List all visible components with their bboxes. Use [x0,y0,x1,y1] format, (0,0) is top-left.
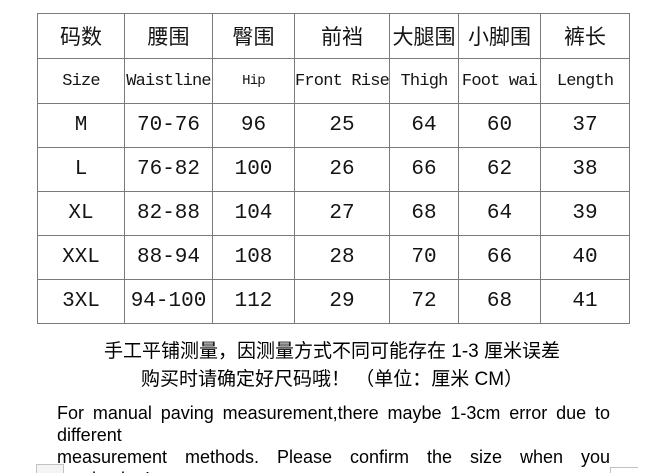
table-cell: 76-82 [124,147,213,192]
table-cell: 26 [293,147,391,192]
table-cell: 68 [389,191,460,236]
note-english: For manual paving measurement,there mayb… [57,402,610,473]
table-cell: L [37,147,125,192]
table-cell: 112 [212,279,295,324]
next-table-fragment-left [36,464,64,473]
table-cell: 大腿围 [389,13,460,59]
size-row-3XL: 3XL 94-100 112 29 72 68 41 [37,279,631,324]
table-cell: 裤长 [540,13,631,59]
table-cell: 94-100 [124,279,213,324]
table-cell: Length [540,58,631,104]
table-cell: 64 [389,103,460,148]
table-cell: 3XL [37,279,125,324]
size-chart-body: 码数 腰围 臀围 前裆 大腿围 小脚围 裤长 Size Waistline Hip Front Ri… [37,13,631,324]
table-cell: 38 [540,147,631,192]
size-row-XL: XL 82-88 104 27 68 64 39 [37,191,631,236]
header-row-english: Size Waistline Hip Front Rise Thigh Foot wai L… [37,58,631,104]
table-cell: 37 [540,103,631,148]
header-row-chinese: 码数 腰围 臀围 前裆 大腿围 小脚围 裤长 [37,13,631,59]
table-cell: 66 [389,147,460,192]
table-cell: 28 [293,235,391,280]
table-cell: M [37,103,125,148]
note-english-line1: For manual paving measurement,there mayb… [57,403,610,445]
table-cell: Foot wai [458,58,542,104]
size-chart-table: 码数 腰围 臀围 前裆 大腿围 小脚围 裤长 Size Waistline Hip Front Ri… [37,13,631,324]
size-row-L: L 76-82 100 26 66 62 38 [37,147,631,192]
table-cell: XL [37,191,125,236]
table-cell: 68 [458,279,542,324]
table-cell: 腰围 [124,13,213,59]
table-cell: 64 [458,191,542,236]
table-cell: Thigh [389,58,460,104]
table-cell: 88-94 [124,235,213,280]
table-cell: 臀围 [212,13,295,59]
table-cell: Size [37,58,125,104]
table-cell: 39 [540,191,631,236]
table-cell: 96 [212,103,295,148]
table-cell: Front Rise [293,58,391,104]
table-cell: 码数 [37,13,125,59]
table-cell: XXL [37,235,125,280]
table-cell: Hip [212,58,295,104]
table-cell: 70 [389,235,460,280]
table-cell: 40 [540,235,631,280]
table-cell: 62 [458,147,542,192]
table-cell: 前裆 [293,13,391,59]
size-row-M: M 70-76 96 25 64 60 37 [37,103,631,148]
table-cell: 100 [212,147,295,192]
table-cell: 29 [293,279,391,324]
table-cell: 66 [458,235,542,280]
table-cell: 60 [458,103,542,148]
table-cell: 70-76 [124,103,213,148]
table-cell: 72 [389,279,460,324]
note-chinese-line2: 购买时请确定好尺码哦！ （单位：厘米 CM） [140,369,524,390]
note-chinese: 手工平铺测量，因测量方式不同可能存在 1-3 厘米误差 购买时请确定好尺码哦！ … [0,338,664,394]
note-english-line2: measurement methods. Please confirm the … [57,447,610,473]
table-cell: 108 [212,235,295,280]
table-cell: 25 [293,103,391,148]
table-cell: 小脚围 [458,13,542,59]
table-cell: 27 [293,191,391,236]
table-cell: 104 [212,191,295,236]
table-cell: 41 [540,279,631,324]
next-table-fragment-right [610,467,638,473]
table-cell: Waistline [124,58,213,104]
note-chinese-line1: 手工平铺测量，因测量方式不同可能存在 1-3 厘米误差 [103,341,561,362]
table-cell: 82-88 [124,191,213,236]
size-row-XXL: XXL 88-94 108 28 70 66 40 [37,235,631,280]
